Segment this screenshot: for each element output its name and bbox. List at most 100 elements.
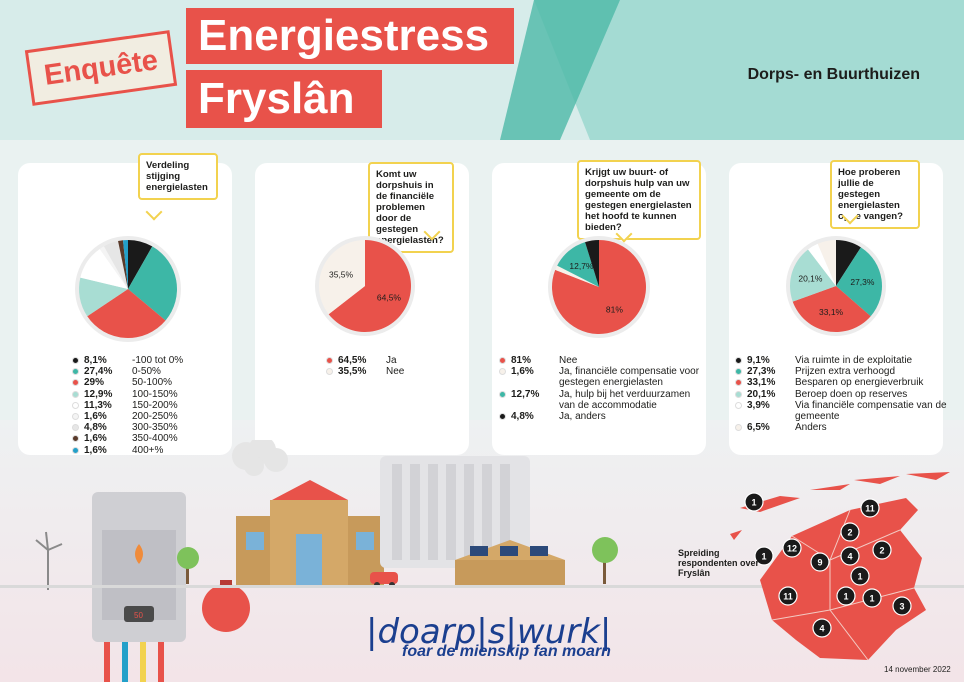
- legend-swatch: [72, 379, 79, 387]
- svg-text:1: 1: [843, 592, 848, 602]
- legend-entry: 6,5% Anders: [735, 422, 957, 433]
- legend-entry: 1,6% Ja, financiële compensatie voor gest…: [499, 366, 709, 388]
- map-count-marker: 1: [862, 588, 882, 608]
- legend-swatch: [72, 401, 79, 409]
- legend-value: 3,9%: [747, 399, 770, 411]
- map-count-marker: 1: [754, 546, 774, 566]
- map-count-marker: 11: [778, 586, 798, 606]
- legend-label: 200-250%: [132, 411, 178, 423]
- pie-slice: [792, 286, 871, 332]
- legend-value: 4,8%: [84, 422, 107, 434]
- pie-slice: [817, 240, 836, 286]
- legend-label: Ja: [386, 355, 397, 366]
- legend-swatch: [499, 413, 506, 421]
- map-count-marker: 12: [782, 538, 802, 558]
- legend-value: 6,5%: [747, 422, 770, 434]
- legend-entry: 3,9% Via financiële compensatie van de ge…: [735, 400, 957, 422]
- legend-value: 1,6%: [84, 444, 107, 456]
- map-count-marker: 4: [840, 546, 860, 566]
- pie-chart-coping-strategies: 27,3% 33,1% 20,1%: [786, 236, 886, 336]
- legend-value: 4,8%: [511, 411, 534, 423]
- legend-entry: 4,8% 300-350%: [72, 422, 222, 433]
- question-bubble-2: Komt uw dorpshuis in de financiële probl…: [368, 162, 454, 253]
- legend-value: 29%: [84, 377, 105, 389]
- pie-slice: [128, 240, 153, 289]
- legend-entry: 9,1% Via ruimte in de exploitatie: [735, 355, 957, 366]
- pie-chart-municipal-help: 81% 12,7%: [548, 236, 650, 338]
- legend-label: 300-350%: [132, 422, 178, 434]
- legend-financial-problems: 64,5% Ja 35,5% Nee: [326, 355, 466, 377]
- legend-label: Nee: [559, 355, 578, 366]
- pie-slice: [328, 240, 411, 332]
- map-count-marker: 2: [872, 540, 892, 560]
- question-bubble-1: Verdeling stijging energielasten: [138, 153, 218, 200]
- pie-slice: [836, 240, 861, 286]
- legend-value: 8,1%: [84, 355, 107, 366]
- publication-date: 14 november 2022: [884, 665, 951, 674]
- map-label: Spreiding respondenten over Fryslân: [678, 548, 760, 578]
- subtitle: Dorps- en Buurthuizen: [747, 66, 920, 83]
- pie-slice: [836, 247, 882, 317]
- pie-slice: [80, 248, 128, 289]
- pie-slice: [585, 240, 599, 287]
- legend-label: 0-50%: [132, 366, 161, 378]
- legend-coping-strategies: 9,1% Via ruimte in de exploitatie 27,3% Pri…: [735, 355, 957, 433]
- legend-entry: 1,6% 200-250%: [72, 411, 222, 422]
- legend-swatch: [735, 379, 742, 387]
- legend-entry: 27,3% Prijzen extra verhoogd: [735, 366, 957, 377]
- legend-entry: 33,1% Besparen op energieverbruik: [735, 377, 957, 388]
- legend-value: 1,6%: [511, 366, 534, 378]
- legend-entry: 8,1% -100 tot 0%: [72, 355, 222, 366]
- pie-data-label: 12,7%: [569, 261, 594, 271]
- legend-label: Ja, hulp bij het verduurzamen van de acc…: [559, 388, 691, 411]
- svg-text:4: 4: [847, 552, 852, 562]
- legend-label: -100 tot 0%: [132, 355, 184, 366]
- legend-swatch: [499, 357, 506, 364]
- legend-label: 400+%: [132, 444, 164, 456]
- pie-slice: [87, 289, 166, 338]
- legend-label: Prijzen extra verhoogd: [795, 366, 896, 378]
- legend-swatch: [735, 401, 742, 409]
- map-count-marker: 9: [810, 552, 830, 572]
- legend-swatch: [735, 390, 742, 398]
- legend-value: 12,7%: [511, 388, 540, 400]
- legend-swatch: [72, 424, 79, 432]
- boiler-icon: 50: [92, 492, 186, 682]
- legend-value: 27,3%: [747, 366, 776, 378]
- svg-text:1: 1: [857, 572, 862, 582]
- svg-text:3: 3: [899, 602, 904, 612]
- legend-entry: 29% 50-100%: [72, 377, 222, 388]
- legend-label: 100-150%: [132, 388, 178, 400]
- pie-slice: [79, 277, 128, 317]
- wind-turbine-icon: [35, 531, 63, 590]
- legend-value: 11,3%: [84, 399, 112, 411]
- legend-value: 1,6%: [84, 411, 107, 423]
- pie-slice: [319, 240, 365, 315]
- legend-entry: 27,4% 0-50%: [72, 366, 222, 377]
- legend-swatch: [72, 446, 79, 454]
- legend-value: 27,4%: [84, 366, 113, 378]
- legend-swatch: [735, 368, 742, 376]
- legend-value: 33,1%: [747, 377, 776, 389]
- question-bubble-3: Krijgt uw buurt- of dorpshuis hulp van u…: [577, 160, 701, 240]
- svg-text:11: 11: [865, 504, 875, 514]
- legend-label: Ja, anders: [559, 411, 606, 423]
- legend-label: 350-400%: [132, 433, 178, 445]
- legend-entry: 1,6% 350-400%: [72, 433, 222, 444]
- legend-entry: 64,5% Ja: [326, 355, 466, 366]
- pie-chart-energy-increase: [75, 236, 181, 342]
- legend-entry: 12,9% 100-150%: [72, 389, 222, 400]
- legend-label: Besparen op energieverbruik: [795, 377, 924, 389]
- pie-slice: [104, 241, 128, 289]
- pie-data-label: 20,1%: [798, 273, 823, 283]
- svg-text:2: 2: [847, 528, 852, 538]
- svg-text:11: 11: [783, 592, 793, 602]
- legend-entry: 11,3% 150-200%: [72, 400, 222, 411]
- svg-text:1: 1: [761, 552, 766, 562]
- legend-swatch: [499, 390, 506, 398]
- legend-value: 35,5%: [338, 366, 367, 378]
- legend-value: 64,5%: [338, 355, 367, 366]
- map-count-marker: 3: [892, 596, 912, 616]
